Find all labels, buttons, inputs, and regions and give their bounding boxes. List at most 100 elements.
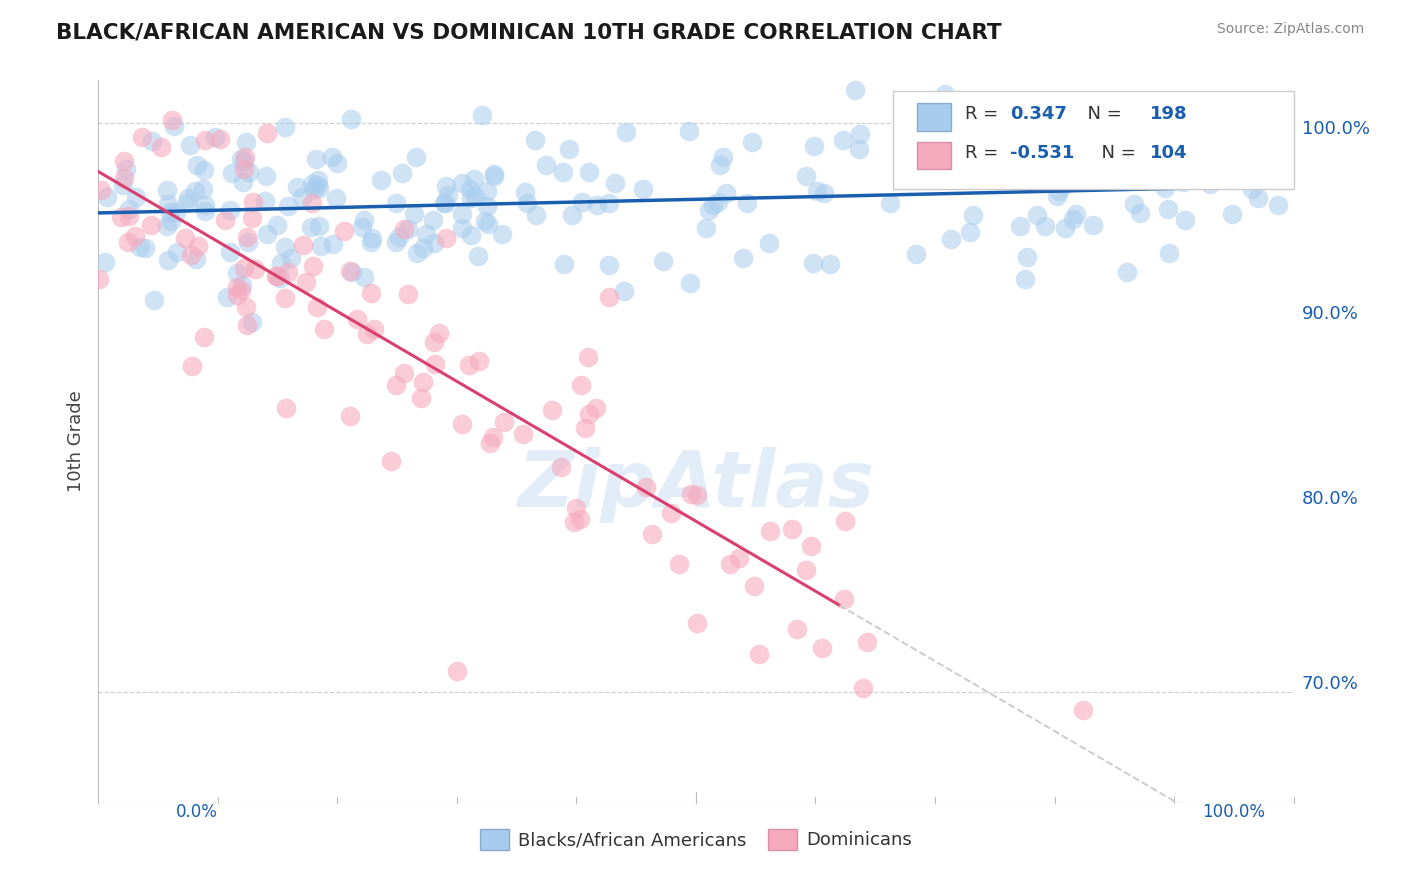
Point [209, 131, 232, 145]
Point [269, 271, 291, 285]
Point [748, 647, 770, 661]
Point [412, 375, 434, 389]
Point [385, 196, 408, 211]
Point [243, 262, 266, 277]
Point [959, 225, 981, 239]
Point [235, 301, 257, 315]
Point [294, 275, 316, 289]
Point [433, 196, 456, 211]
Point [482, 169, 505, 183]
Point [492, 415, 515, 429]
Point [225, 287, 247, 301]
Point [149, 140, 172, 154]
Point [1198, 177, 1220, 191]
Point [962, 208, 984, 222]
Point [641, 527, 664, 541]
Point [811, 641, 834, 656]
Point [735, 196, 758, 211]
Point [291, 190, 314, 204]
Point [229, 283, 252, 297]
Point [741, 135, 763, 149]
Point [668, 557, 690, 571]
Point [794, 563, 817, 577]
Point [569, 377, 592, 392]
Point [141, 134, 163, 148]
Point [813, 186, 835, 201]
Point [939, 232, 962, 246]
Point [851, 681, 873, 695]
Point [990, 107, 1012, 121]
Point [232, 175, 254, 189]
Point [276, 401, 298, 416]
Point [115, 161, 138, 176]
Point [360, 231, 382, 245]
Point [463, 171, 485, 186]
Point [391, 166, 413, 180]
Point [1025, 208, 1047, 222]
Point [512, 426, 534, 441]
Point [427, 326, 450, 340]
Point [1154, 181, 1177, 195]
Point [307, 178, 329, 192]
Point [1174, 213, 1197, 227]
Point [928, 160, 950, 174]
Point [598, 195, 620, 210]
Point [524, 209, 547, 223]
Point [325, 191, 347, 205]
Point [125, 189, 148, 203]
Point [681, 487, 703, 501]
Point [176, 195, 198, 210]
Text: 104: 104 [1150, 144, 1188, 161]
Point [697, 202, 720, 217]
Point [434, 231, 457, 245]
Point [233, 149, 256, 163]
Point [585, 401, 607, 415]
Point [565, 501, 588, 516]
Point [159, 205, 181, 219]
Point [274, 291, 297, 305]
Point [266, 268, 288, 283]
Point [266, 218, 288, 232]
Point [233, 261, 256, 276]
Point [291, 238, 314, 252]
Point [1213, 106, 1236, 120]
Point [402, 207, 425, 221]
Point [307, 173, 329, 187]
Point [308, 181, 330, 195]
Point [818, 257, 841, 271]
Point [235, 135, 257, 149]
Point [225, 266, 247, 280]
Point [356, 326, 378, 341]
Point [695, 221, 717, 235]
Point [616, 125, 638, 139]
Point [451, 221, 474, 235]
Point [879, 195, 901, 210]
Point [194, 197, 217, 211]
Point [786, 623, 808, 637]
Point [363, 321, 385, 335]
Point [709, 158, 731, 172]
Point [411, 392, 433, 406]
Point [436, 188, 458, 202]
Point [264, 268, 287, 283]
Point [1211, 151, 1233, 165]
Point [240, 315, 263, 329]
Point [832, 133, 855, 147]
Point [780, 522, 803, 536]
Point [194, 204, 217, 219]
Point [1052, 168, 1074, 182]
Point [844, 82, 866, 96]
Point [118, 202, 141, 216]
Point [155, 219, 177, 234]
Point [131, 130, 153, 145]
Point [1157, 202, 1180, 217]
Point [204, 130, 226, 145]
Point [731, 251, 754, 265]
Point [714, 186, 737, 200]
Point [1083, 218, 1105, 232]
Point [405, 246, 427, 260]
Point [134, 241, 156, 255]
Point [1010, 131, 1032, 145]
Point [1017, 250, 1039, 264]
Point [1241, 182, 1264, 196]
